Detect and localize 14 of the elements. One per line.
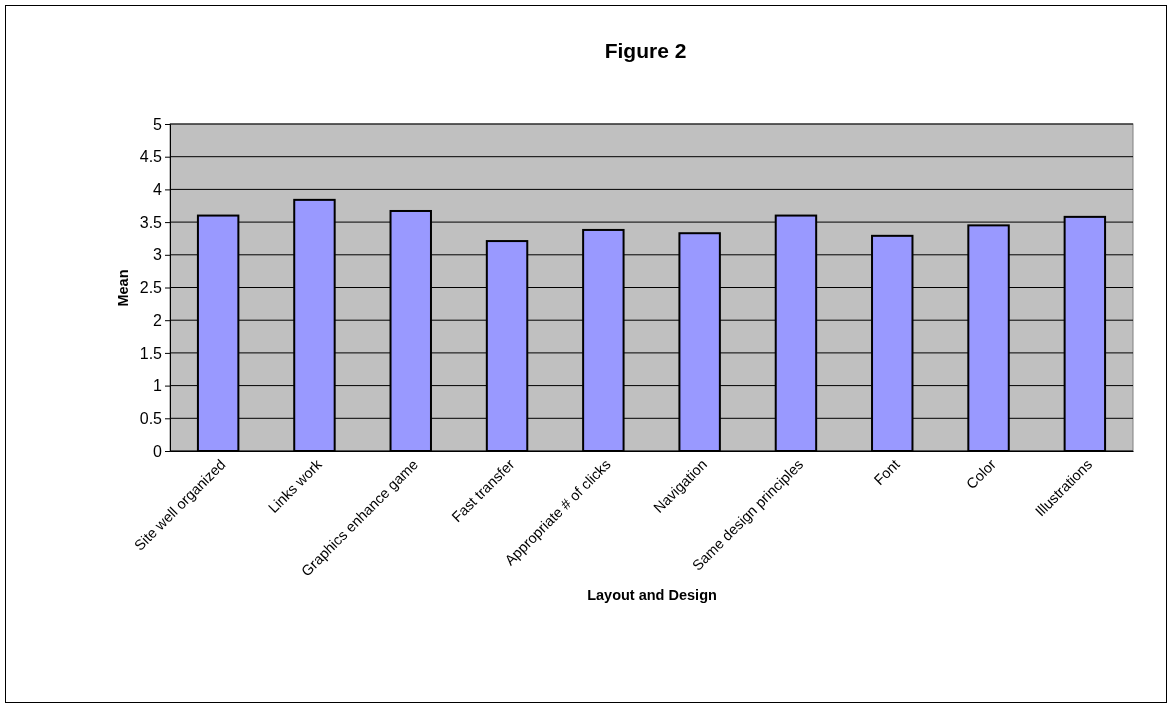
y-tick-label: 2 [153, 311, 163, 329]
y-tick-label: 0 [153, 442, 163, 460]
y-tick-label: 3 [153, 246, 163, 264]
y-axis-title: Mean [115, 269, 131, 307]
y-tick-label: 3.5 [139, 213, 163, 231]
y-tick-label: 5 [153, 115, 163, 133]
y-tick-label: 4 [153, 181, 163, 199]
chart-title: Figure 2 [604, 39, 687, 62]
y-tick-label: 0.5 [139, 409, 163, 427]
y-tick-label: 1 [153, 377, 163, 395]
y-tick-label: 4.5 [139, 148, 163, 166]
y-tick-label: 1.5 [139, 344, 163, 362]
x-axis-title: Layout and Design [587, 587, 717, 603]
y-tick-label: 2.5 [139, 279, 163, 297]
